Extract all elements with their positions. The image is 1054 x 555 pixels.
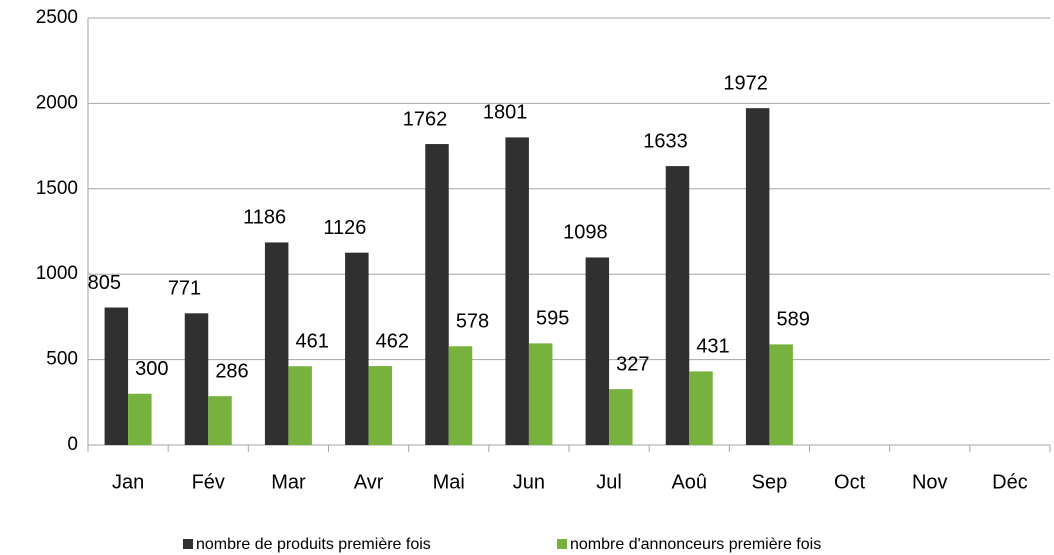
- value-label: 578: [456, 311, 489, 333]
- x-tick-label: Oct: [834, 471, 866, 493]
- value-label: 589: [776, 309, 809, 331]
- value-label: 286: [215, 360, 248, 382]
- x-tick-label: Avr: [354, 471, 384, 493]
- value-label: 1186: [243, 207, 286, 229]
- bar: [104, 307, 129, 445]
- x-tick-label: Nov: [912, 471, 948, 493]
- bar: [208, 396, 232, 445]
- bar: [448, 346, 473, 445]
- bar: [264, 242, 289, 445]
- bar: [689, 371, 713, 445]
- x-tick-label: Jan: [112, 471, 144, 493]
- legend-swatch: [557, 539, 567, 549]
- x-tick-label: Sep: [752, 471, 788, 493]
- value-label: 595: [536, 308, 569, 330]
- value-label: 805: [88, 272, 121, 294]
- y-tick-label: 1000: [36, 263, 78, 284]
- bar: [505, 137, 529, 445]
- value-label: 1098: [563, 222, 608, 244]
- legend-label: nombre de produits première fois: [196, 536, 431, 553]
- value-label: 462: [376, 330, 409, 352]
- bar: [609, 389, 633, 445]
- bar: [128, 393, 152, 445]
- value-label: 771: [168, 278, 201, 300]
- y-tick-label: 1500: [36, 178, 78, 199]
- value-label: 431: [696, 336, 729, 358]
- x-tick-label: Jun: [513, 471, 545, 493]
- value-label: 1972: [723, 72, 768, 94]
- value-label: 1633: [643, 130, 688, 152]
- x-tick-label: Jul: [596, 471, 622, 493]
- y-tick-label: 0: [67, 434, 78, 455]
- value-label: 327: [616, 353, 649, 375]
- y-tick-label: 2000: [36, 92, 78, 113]
- bar: [368, 366, 393, 445]
- x-tick-label: Aoû: [671, 471, 707, 493]
- y-tick-label: 500: [46, 349, 78, 370]
- y-tick-label: 2500: [36, 7, 78, 28]
- bar: [745, 108, 770, 445]
- bar: [425, 144, 449, 445]
- value-label: 1126: [323, 217, 366, 239]
- x-tick-label: Déc: [992, 471, 1028, 493]
- value-label: 1762: [403, 108, 448, 130]
- bar: [585, 257, 610, 445]
- value-label: 461: [295, 331, 328, 353]
- bar: [665, 166, 690, 445]
- x-tick-label: Mai: [433, 471, 465, 493]
- bar: [345, 252, 369, 445]
- x-tick-label: Mar: [271, 471, 306, 493]
- bar: [184, 313, 209, 445]
- value-label: 1801: [483, 102, 528, 124]
- bar: [288, 366, 312, 445]
- legend-swatch: [183, 539, 193, 549]
- value-label: 300: [135, 358, 168, 380]
- x-tick-label: Fév: [192, 471, 225, 493]
- bar: [528, 343, 553, 445]
- legend-label: nombre d'annonceurs première fois: [570, 536, 821, 553]
- bar: [769, 344, 793, 445]
